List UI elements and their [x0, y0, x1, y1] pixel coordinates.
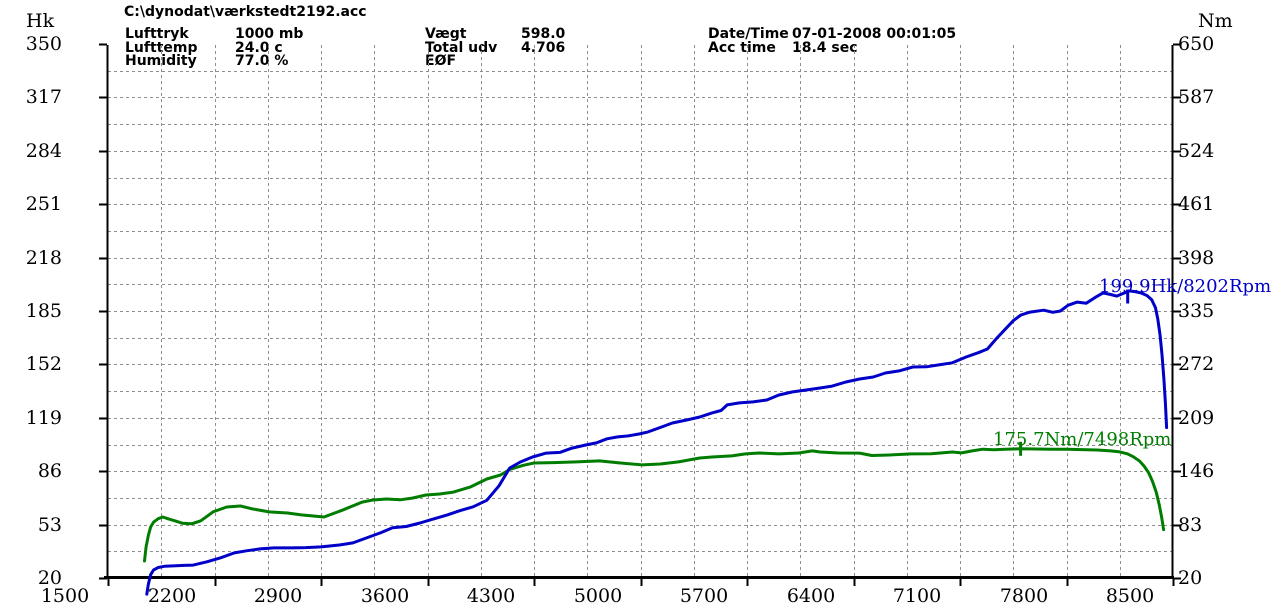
right-axis-tick-label: 272 — [1178, 353, 1215, 375]
x-axis-tick-label: 5700 — [679, 585, 729, 607]
right-axis-tick-label: 587 — [1178, 86, 1215, 108]
header-row-label: Total udv — [425, 39, 498, 56]
tick-marks — [99, 43, 1181, 586]
x-axis-tick-label: 2200 — [147, 585, 197, 607]
header-row-value: 18.4 sec — [792, 39, 858, 56]
right-axis-tick-label: 83 — [1178, 514, 1203, 536]
header-row: Date/Time 07-01-2008 00:01:05 — [708, 26, 957, 42]
header-row-label: Lufttryk — [125, 26, 189, 42]
left-axis-tick-label: 317 — [25, 86, 62, 108]
header-row-label: EØF — [425, 53, 457, 70]
left-axis-tick-label: 218 — [25, 247, 62, 269]
axis-frame — [106, 45, 1174, 578]
right-axis-tick-label: 461 — [1178, 193, 1215, 215]
x-axis-tick-label: 8500 — [1105, 585, 1155, 607]
header-row-value: 1000 mb — [235, 26, 304, 42]
header-row: EØF — [425, 53, 565, 70]
header-row-value: 77.0 % — [235, 53, 289, 70]
header-row: Humidity 77.0 % — [125, 53, 303, 70]
header-row: Acc time 18.4 sec — [708, 39, 956, 56]
right-axis-tick-label: 20 — [1178, 567, 1203, 589]
right-axis-tick-label: 335 — [1178, 300, 1215, 322]
right-axis-tick-label: 524 — [1178, 140, 1215, 162]
header-info-column-session: Date/Time 07-01-2008 00:01:05 Acc time 18.4… — [708, 26, 957, 56]
torque-curve — [143, 447, 1166, 563]
right-axis-unit-label: Nm — [1198, 10, 1233, 32]
header-info-column-vehicle: Vægt 598.0 Total udv 4.706 EØF — [425, 26, 566, 70]
left-axis-tick-label: 284 — [25, 140, 62, 162]
left-axis-tick-label: 185 — [25, 300, 62, 322]
left-axis-tick-label: 53 — [37, 514, 62, 536]
header-row-label: Acc time — [708, 39, 776, 56]
header-row: Total udv 4.706 — [425, 39, 566, 56]
header-row-label: Humidity — [125, 53, 197, 70]
left-axis-tick-label: 119 — [25, 407, 62, 429]
left-axis-tick-label: 251 — [25, 193, 62, 215]
header-row-value: 4.706 — [521, 39, 566, 56]
header-row-value: 24.0 c — [235, 39, 283, 56]
x-axis-tick-label: 4300 — [466, 585, 516, 607]
right-axis-tick-label: 146 — [1178, 460, 1215, 482]
left-axis-tick-label: 350 — [25, 33, 62, 55]
header-row-value: 598.0 — [521, 26, 566, 42]
header-row: Lufttryk 1000 mb — [125, 26, 304, 42]
x-axis-tick-label: 7100 — [892, 585, 942, 607]
right-axis-tick-label: 398 — [1178, 247, 1215, 269]
x-axis-tick-label: 3600 — [360, 585, 410, 607]
file-path-title: C:\dynodat\værkstedt2192.acc — [124, 4, 367, 20]
right-axis-tick-label: 209 — [1178, 407, 1215, 429]
left-axis-tick-label: 86 — [37, 460, 62, 482]
power-curve — [145, 289, 1169, 596]
torque-peak-annotation: 175.7Nm/7498Rpm — [993, 429, 1172, 450]
header-row-label: Vægt — [425, 26, 467, 42]
header-row-value: 07-01-2008 00:01:05 — [792, 26, 957, 42]
x-axis-tick-label: 7800 — [999, 585, 1049, 607]
header-row-label: Date/Time — [708, 26, 789, 42]
x-axis-tick-label: 2900 — [253, 585, 303, 607]
header-row: Vægt 598.0 — [425, 26, 566, 42]
x-axis-tick-label: 5000 — [573, 585, 623, 607]
right-axis-tick-label: 650 — [1178, 33, 1215, 55]
left-axis-tick-label: 20 — [37, 567, 62, 589]
left-axis-tick-label: 152 — [25, 353, 62, 375]
left-axis-unit-label: Hk — [26, 10, 55, 32]
power-peak-annotation: 199.9Hk/8202Rpm — [1099, 276, 1272, 297]
grid-lines — [108, 45, 1172, 577]
x-axis-tick-label: 6400 — [786, 585, 836, 607]
x-axis-tick-label: 1500 — [40, 585, 90, 607]
